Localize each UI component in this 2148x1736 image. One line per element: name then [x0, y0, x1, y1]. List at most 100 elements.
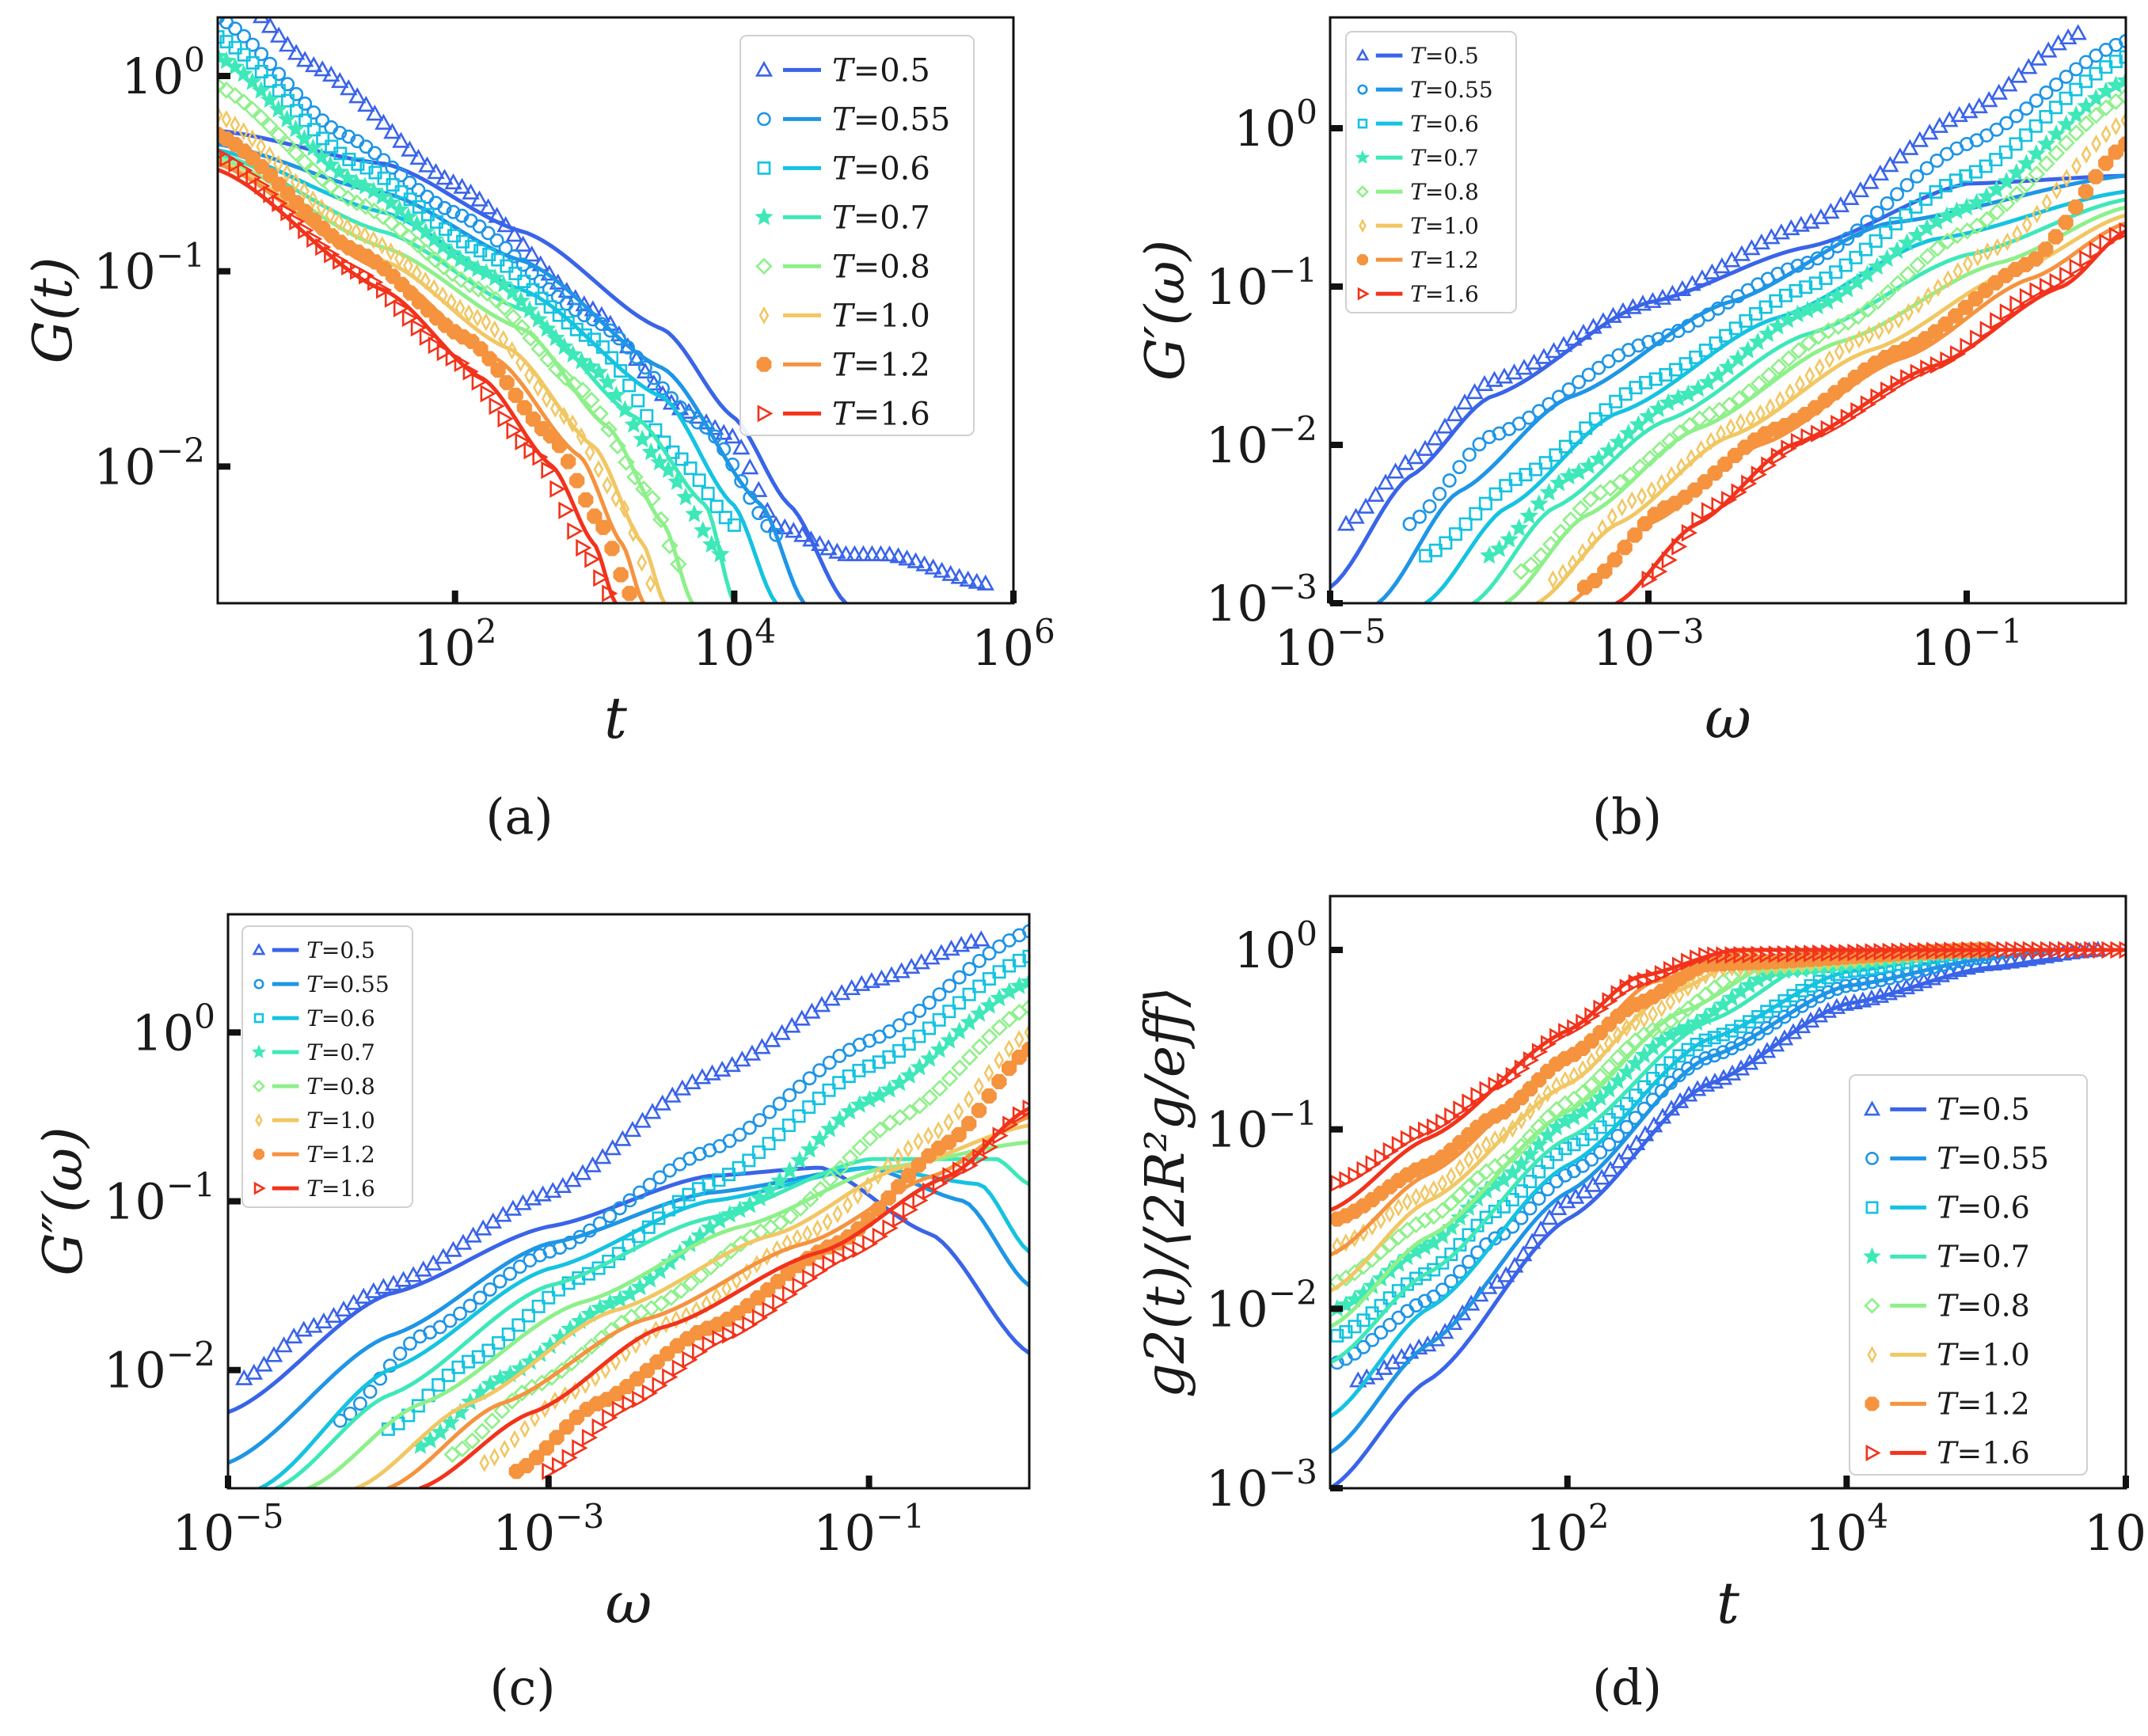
data-marker	[792, 1109, 806, 1123]
data-marker	[272, 84, 286, 98]
data-marker	[333, 146, 348, 161]
axes-frame	[216, 16, 1015, 605]
data-marker	[1540, 1209, 1559, 1225]
data-marker	[2007, 162, 2026, 181]
data-marker	[692, 473, 706, 488]
data-marker	[530, 1409, 540, 1428]
data-marker	[1842, 188, 1860, 206]
data-marker	[1619, 1119, 1634, 1134]
data-marker	[1770, 358, 1788, 376]
data-marker	[324, 120, 339, 135]
legend-label: T=0.55	[1937, 1142, 2049, 1176]
data-marker	[2089, 66, 2103, 81]
data-marker	[591, 1298, 610, 1316]
data-marker	[1800, 334, 1818, 352]
data-marker	[1999, 303, 2016, 321]
data-marker	[251, 81, 271, 99]
data-marker	[641, 1384, 658, 1402]
data-marker	[255, 1355, 273, 1372]
data-marker	[254, 47, 269, 62]
data-marker	[1881, 156, 1899, 173]
data-marker	[587, 332, 601, 347]
data-marker	[863, 545, 881, 561]
data-marker	[1789, 283, 1803, 298]
legend-marker	[756, 357, 772, 372]
data-marker	[912, 1003, 927, 1018]
data-marker	[282, 163, 292, 183]
data-marker	[752, 1113, 767, 1127]
data-marker	[622, 586, 637, 602]
data-marker	[1929, 154, 1945, 168]
data-marker	[682, 408, 697, 423]
data-marker	[1849, 250, 1863, 264]
data-marker	[1609, 432, 1629, 450]
data-marker	[1529, 462, 1543, 477]
data-marker	[952, 1160, 969, 1179]
data-marker	[837, 545, 855, 561]
data-marker	[1990, 83, 2008, 100]
data-marker	[2037, 154, 2055, 173]
data-marker	[1584, 1126, 1599, 1141]
data-marker	[1978, 211, 1996, 229]
data-marker	[1844, 336, 1855, 355]
caption-d: (d)	[1591, 1658, 1663, 1716]
data-marker	[802, 1100, 816, 1115]
data-marker	[1508, 472, 1523, 486]
data-marker	[852, 1240, 869, 1259]
caption-b: (b)	[1591, 788, 1663, 845]
data-marker	[962, 962, 977, 977]
data-marker	[583, 391, 600, 409]
data-marker	[2059, 91, 2073, 105]
data-marker	[280, 93, 295, 108]
legend-marker	[1359, 218, 1367, 233]
legend-marker	[1356, 185, 1369, 199]
data-marker	[314, 60, 332, 77]
data-marker	[1435, 1282, 1450, 1297]
data-marker	[503, 282, 522, 301]
data-marker	[1879, 283, 1897, 302]
data-marker	[902, 1011, 917, 1026]
data-marker	[850, 1095, 869, 1113]
data-marker	[551, 1457, 568, 1475]
data-marker	[1637, 1080, 1652, 1094]
data-marker	[1511, 416, 1526, 431]
legend-label: T=1.2	[832, 347, 930, 383]
data-marker	[269, 26, 288, 43]
data-marker	[762, 1104, 777, 1119]
data-marker	[480, 385, 496, 403]
data-marker	[682, 1274, 700, 1292]
data-marker	[722, 1326, 739, 1344]
data-marker	[462, 363, 479, 381]
data-marker	[454, 1440, 471, 1458]
data-marker	[1391, 1135, 1408, 1154]
data-marker	[2068, 199, 2084, 215]
data-marker	[1927, 211, 1947, 230]
data-marker	[523, 441, 540, 460]
data-marker	[1478, 496, 1492, 511]
data-marker	[1688, 993, 1705, 1011]
legend-a: T=0.5 T=0.55 T=0.6 T=0.7 T=0.8 T=1.0 T=1.2 T=1.…	[739, 35, 975, 436]
data-marker	[471, 1350, 485, 1364]
data-marker	[1433, 1202, 1451, 1219]
data-marker	[253, 108, 270, 127]
data-marker	[390, 199, 409, 218]
data-marker	[631, 393, 645, 408]
data-marker	[610, 1290, 629, 1308]
data-marker	[542, 1462, 558, 1480]
data-marker	[2028, 165, 2046, 183]
data-marker	[1442, 473, 1457, 488]
legend-marker	[1865, 1444, 1881, 1461]
data-marker	[307, 123, 321, 137]
data-marker	[2020, 58, 2038, 74]
data-marker	[1808, 276, 1823, 291]
data-marker	[1558, 1142, 1572, 1156]
data-marker	[2059, 266, 2076, 284]
x-tick-label: 10−3	[1592, 612, 1704, 677]
data-marker	[342, 152, 356, 166]
data-marker	[437, 200, 452, 215]
data-marker	[1520, 1145, 1540, 1163]
series-markers-c-0	[235, 930, 990, 1385]
data-marker	[472, 308, 483, 328]
data-marker	[642, 1177, 657, 1192]
data-marker	[2119, 34, 2126, 48]
